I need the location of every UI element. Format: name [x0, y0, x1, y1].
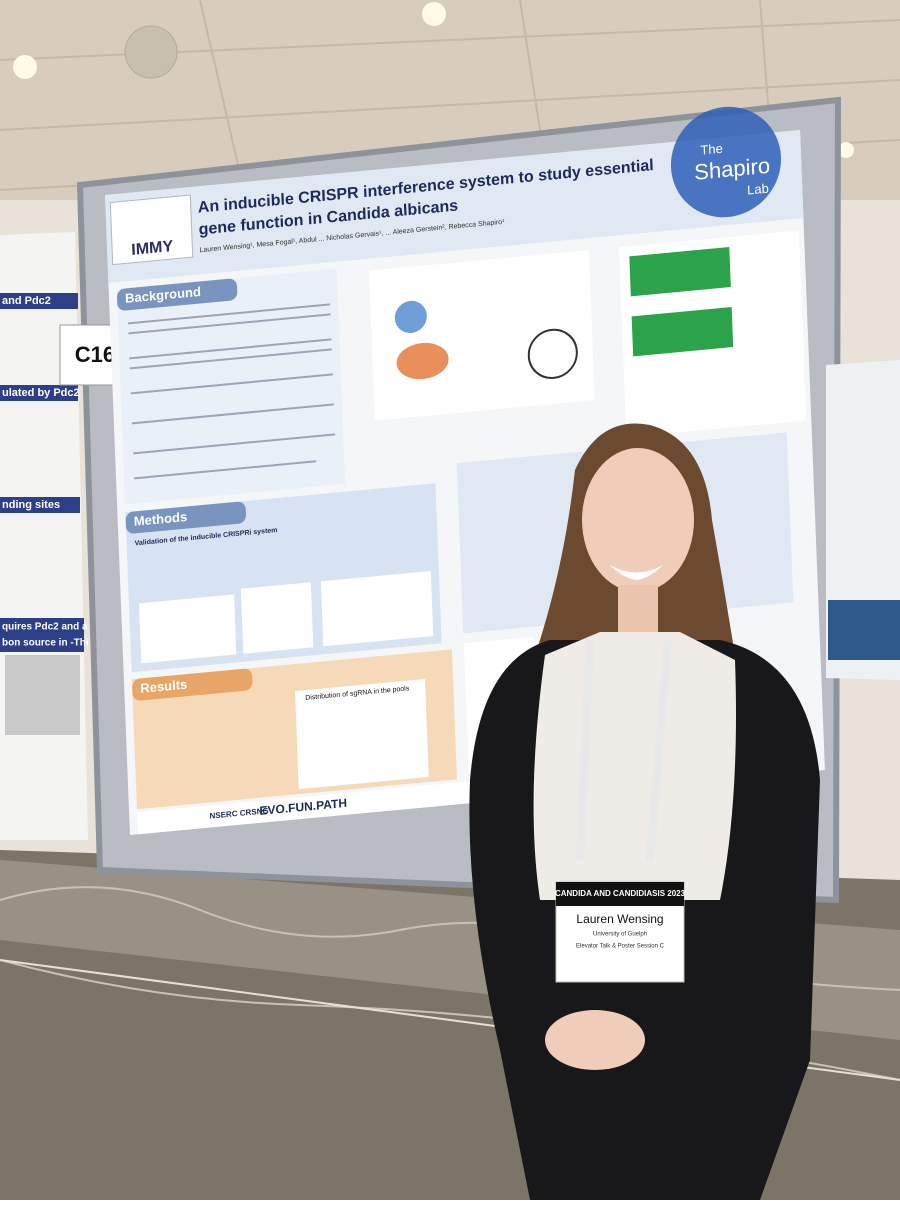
lab-logo-circle — [670, 106, 782, 218]
section-header — [132, 668, 253, 701]
ceiling-light — [13, 55, 37, 79]
poster-header — [105, 130, 804, 283]
heatmap — [631, 307, 734, 357]
sponsor-logo: IMMY — [131, 237, 174, 259]
ceiling-light — [838, 142, 854, 158]
face — [582, 448, 694, 592]
ceiling-light — [422, 2, 446, 26]
text-lines — [128, 303, 336, 480]
left-heading-bar — [0, 618, 84, 652]
left-heading: nding sites — [2, 499, 60, 511]
section-box — [116, 268, 346, 505]
badge-name: Lauren Wensing — [576, 912, 663, 926]
figure-shape — [527, 328, 578, 379]
left-figure — [5, 655, 80, 735]
section-header — [117, 278, 238, 311]
figure — [138, 594, 237, 664]
section-title: Results — [140, 677, 187, 696]
left-heading-bar — [0, 385, 78, 401]
neck — [618, 585, 658, 635]
badge-header — [556, 882, 684, 906]
section-title: Methods — [133, 509, 187, 529]
lab-name: Lab — [747, 181, 769, 198]
figure-shape — [394, 300, 427, 334]
smile — [610, 565, 663, 580]
figure — [240, 582, 314, 654]
left-heading: and Pdc2 — [2, 295, 51, 307]
poster-footer — [137, 774, 538, 835]
badge-session: Elevator Talk & Poster Session C — [576, 944, 665, 950]
ceiling-light — [124, 25, 178, 79]
left-heading-bar — [0, 497, 80, 513]
lab-name: The — [700, 141, 723, 158]
figure — [320, 571, 434, 647]
left-heading-bar — [0, 293, 78, 309]
figure — [294, 678, 429, 790]
section-title: Background — [125, 284, 201, 306]
left-heading: ulated by Pdc2 — [2, 387, 80, 399]
figure — [368, 250, 595, 421]
heatmap — [629, 247, 731, 297]
sponsor-box — [109, 194, 194, 266]
badge-affiliation: University of Guelph — [593, 932, 647, 938]
section-header — [125, 501, 246, 534]
left-poster — [0, 232, 88, 840]
top — [533, 632, 736, 900]
left-heading: quires Pdc2 and a — [2, 622, 88, 633]
lanyard — [576, 639, 672, 861]
left-heading: bon source in -Thi — [2, 638, 89, 649]
hands — [545, 1010, 645, 1070]
badge-event: CANDIDA AND CANDIDIASIS 2023 — [555, 889, 686, 898]
figure-shape — [396, 342, 449, 380]
right-figure — [828, 600, 900, 660]
